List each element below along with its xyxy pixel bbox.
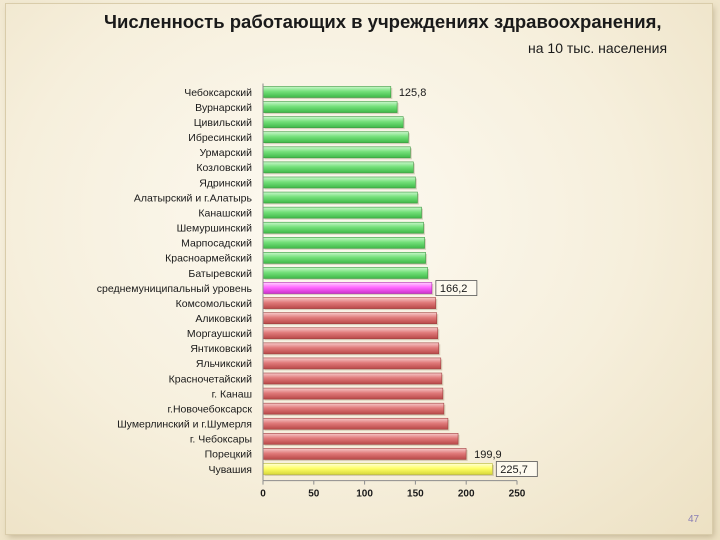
bar-11 — [262, 252, 426, 264]
slide-title: Численность работающих в учреждениях здр… — [104, 11, 662, 32]
bar-15 — [262, 312, 438, 325]
bar-2 — [262, 116, 404, 128]
category-labels: Чебоксарский Вурнарский Цивильский Ибресинс… — [97, 87, 253, 476]
category-label: Вурнарский — [195, 102, 252, 114]
category-label: Алатырский и г.Алатырь — [134, 192, 253, 204]
data-label: 166,2 — [440, 283, 468, 295]
x-tick-label: 100 — [356, 489, 373, 500]
data-label: 225,7 — [500, 464, 528, 476]
category-label: Ибресинский — [188, 132, 252, 144]
bar-12 — [262, 267, 428, 279]
category-label: Батыревский — [188, 268, 252, 280]
bar-25 — [262, 463, 493, 475]
bar-14 — [262, 297, 437, 309]
bar-9 — [262, 221, 424, 234]
bar-16 — [262, 327, 439, 340]
page-number: 47 — [688, 514, 700, 525]
x-tick-label: 50 — [308, 489, 320, 500]
bar-24 — [262, 448, 467, 460]
category-label: Шемуршинский — [177, 223, 253, 235]
bar-21 — [262, 402, 445, 415]
category-label: Марпосадский — [181, 238, 252, 250]
category-label: Чувашия — [208, 464, 252, 476]
category-label: Красноармейский — [165, 253, 252, 265]
category-label: Ядринский — [199, 177, 252, 189]
x-tick-label: 200 — [458, 489, 475, 500]
category-label: г. Чебоксары — [190, 434, 252, 446]
x-tick-label: 250 — [509, 489, 526, 500]
bar-3 — [262, 131, 409, 144]
data-label-box — [435, 280, 478, 296]
bar-22 — [262, 417, 449, 430]
category-label: Красночетайский — [169, 373, 253, 385]
bar-6 — [262, 176, 416, 189]
bar-23 — [262, 433, 459, 445]
category-label: г. Канаш — [212, 388, 252, 400]
bar-1 — [262, 101, 398, 113]
category-label: Шумерлинский и г.Шумерля — [117, 419, 252, 431]
x-tick-label: 0 — [260, 489, 266, 500]
category-label: Моргаушский — [187, 328, 252, 340]
category-label: г.Новочебоксарск — [168, 403, 253, 415]
bar-10 — [262, 237, 425, 249]
category-label: Цивильский — [194, 117, 252, 129]
bar-7 — [262, 191, 418, 204]
category-label: Козловский — [196, 162, 252, 174]
bar-19 — [262, 372, 443, 385]
category-label: Чебоксарский — [184, 87, 252, 99]
data-label-box — [495, 461, 538, 477]
bar-18 — [262, 357, 442, 370]
bar-20 — [262, 387, 444, 400]
category-label: Янтиковский — [190, 343, 252, 355]
category-label: Урмарский — [199, 147, 252, 159]
x-axis: 0 50 100 150 200 250 — [260, 83, 526, 500]
category-label: Канашский — [198, 207, 252, 219]
slide-subtitle: на 10 тыс. населения — [528, 40, 668, 56]
category-label: среднемуниципальный уровень — [97, 283, 253, 295]
category-label: Аликовский — [195, 313, 252, 325]
category-label: Комсомольский — [176, 298, 253, 310]
bars-layer — [262, 86, 494, 476]
category-label: Порецкий — [205, 449, 253, 461]
bar-0 — [262, 86, 392, 98]
data-label: 125,8 — [399, 87, 427, 99]
x-tick-label: 150 — [407, 489, 424, 500]
bar-17 — [262, 342, 440, 355]
bar-5 — [262, 161, 414, 174]
bar-13 — [262, 282, 433, 294]
data-labels: 125,8 166,2 199,9 225,7 — [399, 87, 538, 477]
bar-4 — [262, 146, 411, 159]
category-label: Яльчикский — [196, 358, 252, 370]
data-label: 199,9 — [474, 449, 502, 461]
bar-8 — [262, 206, 422, 219]
